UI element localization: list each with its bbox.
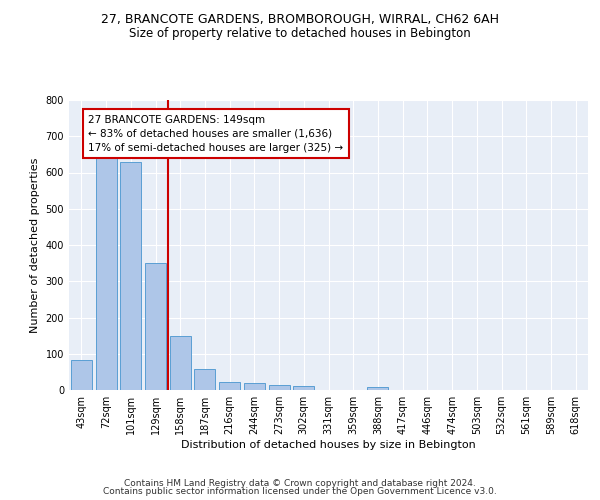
Text: 27 BRANCOTE GARDENS: 149sqm
← 83% of detached houses are smaller (1,636)
17% of : 27 BRANCOTE GARDENS: 149sqm ← 83% of det… <box>88 114 343 152</box>
Bar <box>120 162 141 390</box>
Y-axis label: Number of detached properties: Number of detached properties <box>30 158 40 332</box>
Bar <box>293 386 314 390</box>
Bar <box>170 336 191 390</box>
Bar <box>219 382 240 390</box>
Bar <box>71 360 92 390</box>
Text: Contains public sector information licensed under the Open Government Licence v3: Contains public sector information licen… <box>103 487 497 496</box>
Bar <box>367 387 388 390</box>
X-axis label: Distribution of detached houses by size in Bebington: Distribution of detached houses by size … <box>181 440 476 450</box>
Text: Contains HM Land Registry data © Crown copyright and database right 2024.: Contains HM Land Registry data © Crown c… <box>124 478 476 488</box>
Text: Size of property relative to detached houses in Bebington: Size of property relative to detached ho… <box>129 28 471 40</box>
Bar <box>95 151 116 390</box>
Bar <box>244 383 265 390</box>
Text: 27, BRANCOTE GARDENS, BROMBOROUGH, WIRRAL, CH62 6AH: 27, BRANCOTE GARDENS, BROMBOROUGH, WIRRA… <box>101 12 499 26</box>
Bar <box>145 263 166 390</box>
Bar <box>269 384 290 390</box>
Bar <box>194 369 215 390</box>
